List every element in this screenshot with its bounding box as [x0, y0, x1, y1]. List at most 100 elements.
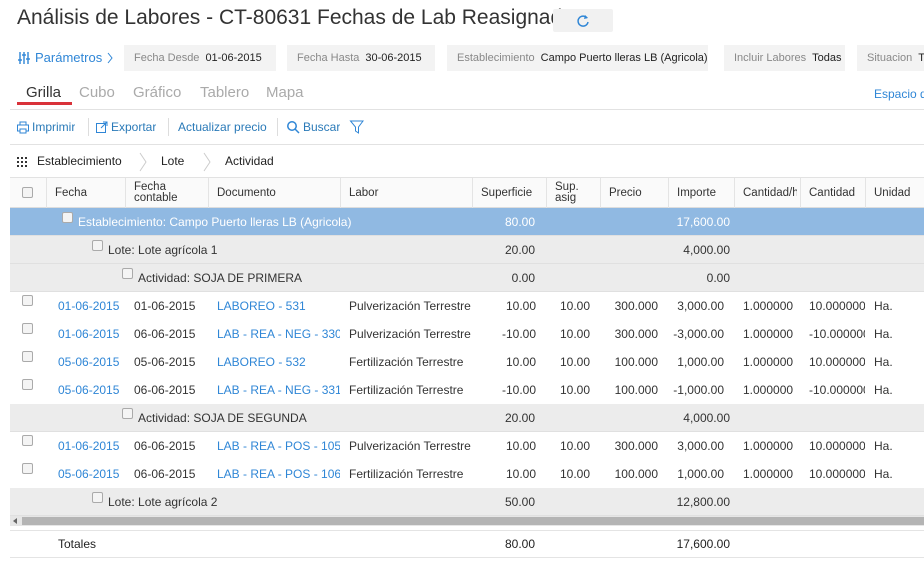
breadcrumb-item[interactable]: Establecimiento [37, 154, 122, 168]
toolbar-button[interactable]: Buscar [303, 120, 341, 134]
cell: -10.00 [501, 327, 536, 341]
group-row[interactable] [10, 404, 924, 432]
column-header[interactable]: Cantidad/h [743, 180, 797, 206]
cell: 1.000000 [743, 299, 794, 313]
checkbox[interactable] [92, 240, 103, 251]
refresh-button[interactable] [553, 9, 613, 32]
separator [168, 118, 169, 136]
checkbox[interactable] [22, 435, 33, 446]
params-icon [18, 52, 30, 64]
filter-chip[interactable]: Fecha Desde 01-06-2015 [124, 45, 276, 71]
column-header[interactable]: Precio [609, 180, 665, 206]
column-title: Fecha [55, 186, 87, 199]
column-header[interactable]: Superficie [481, 180, 543, 206]
group-importe: 4,000.00 [683, 243, 730, 257]
filter-chip[interactable]: Situacion Te [857, 45, 924, 71]
checkbox[interactable] [22, 463, 33, 474]
filter-chip[interactable]: Incluir Labores Todas [724, 45, 845, 71]
checkbox[interactable] [92, 492, 103, 503]
column-separator [734, 178, 735, 208]
data-row[interactable] [10, 376, 924, 404]
cell: 100.000 [614, 383, 658, 397]
cell: 10.00 [559, 439, 590, 453]
toolbar-button[interactable]: Exportar [111, 120, 157, 134]
filter-chip[interactable]: Fecha Hasta 30-06-2015 [287, 45, 435, 71]
data-row[interactable] [10, 320, 924, 348]
column-header[interactable]: Importe [677, 180, 731, 206]
column-separator [865, 178, 866, 208]
print-icon [17, 121, 29, 134]
cell-link[interactable]: LAB - REA - POS - 105 [217, 439, 340, 453]
cell: 06-06-2015 [134, 383, 196, 397]
tab[interactable]: Grilla [26, 84, 62, 101]
tab[interactable]: Mapa [266, 84, 304, 101]
column-title: Cantidad/h [743, 186, 797, 199]
cell-link[interactable]: 05-06-2015 [58, 467, 120, 481]
separator [88, 118, 89, 136]
column-header[interactable]: Cantidad [809, 180, 862, 206]
data-row[interactable] [10, 348, 924, 376]
tab[interactable]: Cubo [79, 84, 115, 101]
cell-link[interactable]: LABOREO - 531 [217, 299, 306, 313]
cell: 10.00 [559, 383, 590, 397]
column-header[interactable]: Documento [217, 180, 337, 206]
checkbox[interactable] [22, 295, 33, 306]
cell-link[interactable]: 05-06-2015 [58, 355, 120, 369]
cell-link[interactable]: 01-06-2015 [58, 299, 120, 313]
breadcrumb-item[interactable]: Lote [161, 154, 185, 168]
scrollbar-thumb[interactable] [22, 517, 924, 525]
cell-link[interactable]: LAB - REA - NEG - 330 [217, 327, 340, 341]
divider [10, 144, 924, 145]
column-header[interactable]: Fecha [55, 180, 122, 206]
divider [10, 109, 924, 110]
cell-link[interactable]: 01-06-2015 [58, 439, 120, 453]
cell-link[interactable]: 05-06-2015 [58, 383, 120, 397]
cell-link[interactable]: LAB - REA - POS - 106 [217, 467, 340, 481]
checkbox[interactable] [22, 187, 33, 198]
cell: 300.000 [614, 327, 658, 341]
column-header[interactable]: Labor [349, 180, 469, 206]
checkbox[interactable] [122, 268, 133, 279]
data-row[interactable] [10, 460, 924, 488]
filter-icon[interactable] [349, 119, 365, 135]
tab[interactable]: Gráfico [133, 84, 182, 101]
active-tab-indicator [17, 102, 72, 105]
checkbox[interactable] [62, 212, 73, 223]
toolbar-button[interactable]: Actualizar precio [178, 120, 267, 134]
group-label: Lote: Lote agrícola 1 [108, 243, 218, 257]
checkbox[interactable] [22, 379, 33, 390]
checkbox[interactable] [22, 323, 33, 334]
scroll-arrow[interactable] [11, 517, 19, 525]
cell: 10.00 [505, 299, 536, 313]
group-row[interactable] [10, 488, 924, 516]
filter-label: Fecha Desde [134, 52, 200, 64]
breadcrumb-item[interactable]: Actividad [225, 154, 274, 168]
workspace-link[interactable]: Espacio d [874, 87, 924, 101]
data-row[interactable] [10, 292, 924, 320]
column-header[interactable]: Unidad [874, 180, 924, 206]
data-row[interactable] [10, 432, 924, 460]
tab[interactable]: Tablero [200, 84, 250, 101]
cell-link[interactable]: LABOREO - 532 [217, 355, 306, 369]
toolbar-button[interactable]: Imprimir [32, 120, 76, 134]
column-title: Precio [609, 186, 642, 199]
cell-link[interactable]: LAB - REA - NEG - 331 [217, 383, 340, 397]
checkbox[interactable] [122, 408, 133, 419]
cell: 10.000000 [809, 439, 865, 453]
cell: 06-06-2015 [134, 327, 196, 341]
column-title: Documento [217, 186, 276, 199]
group-row[interactable] [10, 264, 924, 292]
params-toggle[interactable]: Parámetros [35, 50, 103, 65]
column-header[interactable]: Sup. asig [555, 180, 597, 206]
group-row[interactable] [10, 236, 924, 264]
separator [277, 118, 278, 136]
cell: 10.000000 [809, 355, 865, 369]
cell-link[interactable]: 01-06-2015 [58, 327, 120, 341]
filter-chip[interactable]: Establecimiento Campo Puerto lleras LB (A… [447, 45, 708, 71]
checkbox[interactable] [22, 351, 33, 362]
cell: 300.000 [614, 299, 658, 313]
group-row[interactable] [10, 208, 924, 236]
column-header[interactable]: Fecha contable [134, 180, 205, 206]
